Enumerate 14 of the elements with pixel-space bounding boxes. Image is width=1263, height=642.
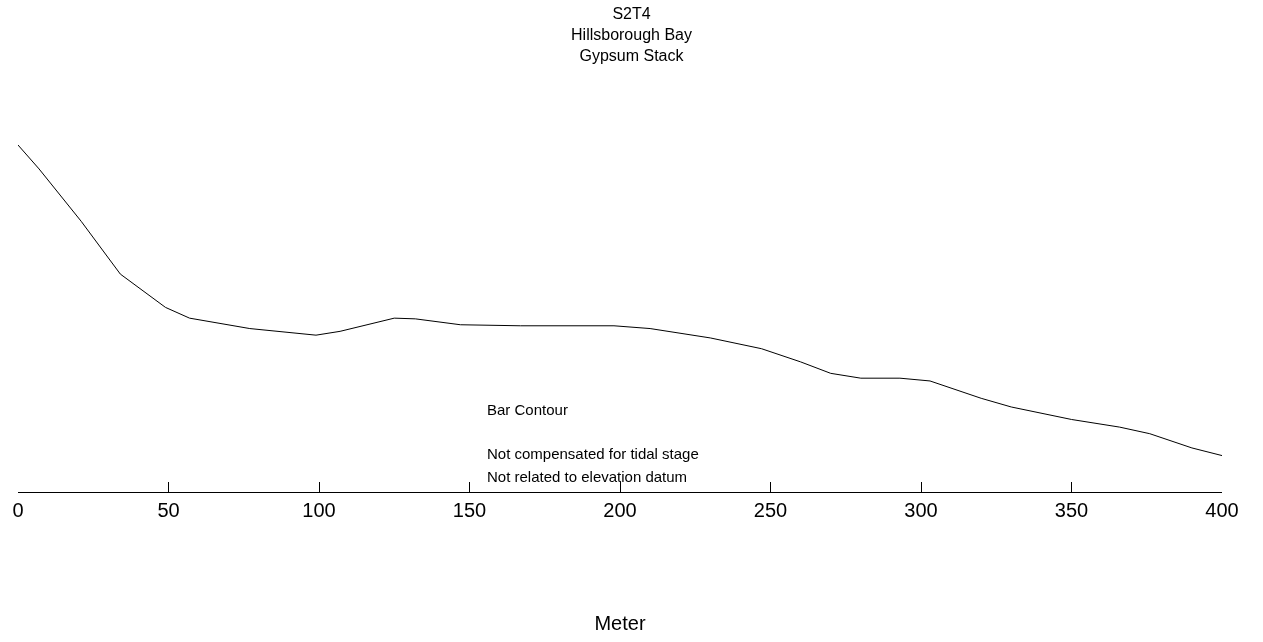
x-tick-label: 50: [157, 499, 180, 521]
annotation: Bar Contour: [487, 401, 568, 418]
x-axis-title: Meter: [594, 611, 646, 634]
annotation: Not compensated for tidal stage: [487, 445, 699, 462]
x-tick-label: 0: [12, 499, 24, 521]
chart-title: S2T4 Hillsborough Bay Gypsum Stack: [571, 5, 692, 64]
annotation: Not related to elevation datum: [487, 468, 688, 485]
x-tick-label: 150: [452, 499, 487, 521]
x-tick-label: 350: [1054, 499, 1089, 521]
x-tick-label: 300: [904, 499, 938, 521]
x-tick-label: 100: [302, 499, 336, 521]
x-tick-label: 250: [753, 499, 788, 521]
x-tick-label: 200: [603, 499, 637, 521]
x-tick-label: 400: [1205, 499, 1239, 521]
